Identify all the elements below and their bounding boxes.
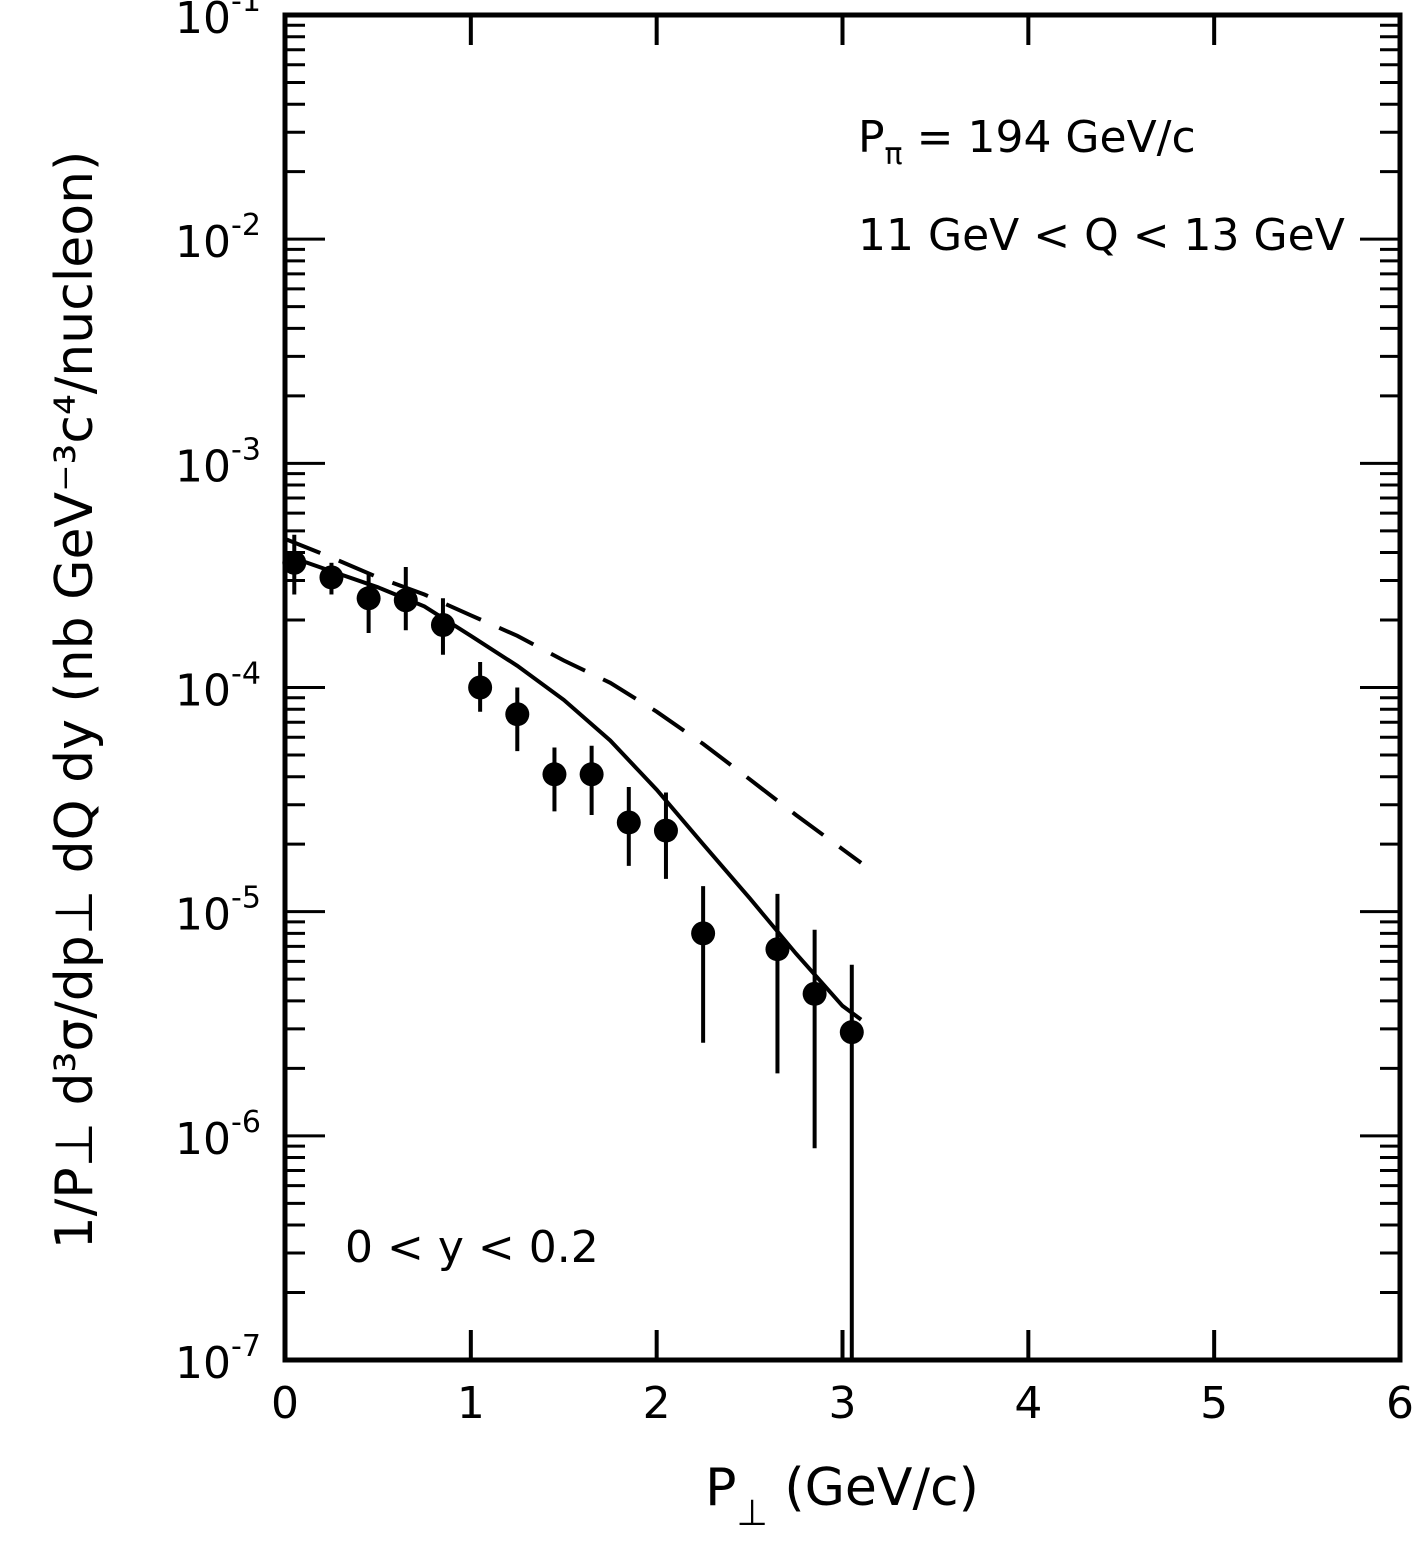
annotation-y-range: 0 < y < 0.2 [345, 1222, 599, 1273]
y-tick-label: 10-7 [175, 1329, 261, 1389]
data-point [691, 921, 716, 946]
data-points [282, 534, 864, 1360]
y-axis-label: 1/P⊥ d³σ/dp⊥ dQ dy (nb GeV⁻³c⁴/nucleon) [45, 151, 105, 1250]
x-tick-label: 6 [1386, 1378, 1414, 1429]
data-point [505, 702, 530, 727]
x-tick-labels: 0 1 2 3 4 5 6 [271, 1378, 1414, 1429]
data-point [430, 613, 455, 638]
x-tick-label: 0 [271, 1378, 299, 1429]
y-tick-label: 10-3 [175, 432, 261, 492]
x-tick-label: 4 [1014, 1378, 1042, 1429]
data-point [653, 818, 678, 843]
data-point [616, 810, 641, 835]
annotation-q-range: 11 GeV < Q < 13 GeV [858, 210, 1345, 261]
x-tick-label: 3 [829, 1378, 857, 1429]
y-tick-label: 10-4 [175, 657, 261, 717]
data-point [468, 675, 493, 700]
y-tick-label: 10-1 [175, 0, 261, 44]
data-point [802, 981, 827, 1006]
data-point [393, 588, 418, 613]
data-point [356, 586, 381, 611]
y-tick-label: 10-6 [175, 1105, 261, 1165]
data-point [765, 937, 790, 962]
y-tick-label: 10-2 [175, 208, 261, 268]
y-tick-labels: 10-7 10-6 10-5 10-4 10-3 10-2 10-1 [175, 0, 261, 1389]
annotation-beam: Pπ = 194 GeV/c [858, 112, 1196, 172]
data-point [282, 550, 307, 575]
axis-ticks [283, 15, 1402, 1362]
data-point [319, 565, 344, 590]
x-axis-label: P⊥ (GeV/c) [705, 1458, 979, 1534]
data-point [839, 1020, 864, 1045]
x-tick-label: 5 [1200, 1378, 1228, 1429]
x-tick-label: 2 [643, 1378, 671, 1429]
data-point [542, 762, 567, 787]
x-tick-label: 1 [457, 1378, 485, 1429]
data-point [579, 762, 604, 787]
y-tick-label: 10-5 [175, 881, 261, 941]
